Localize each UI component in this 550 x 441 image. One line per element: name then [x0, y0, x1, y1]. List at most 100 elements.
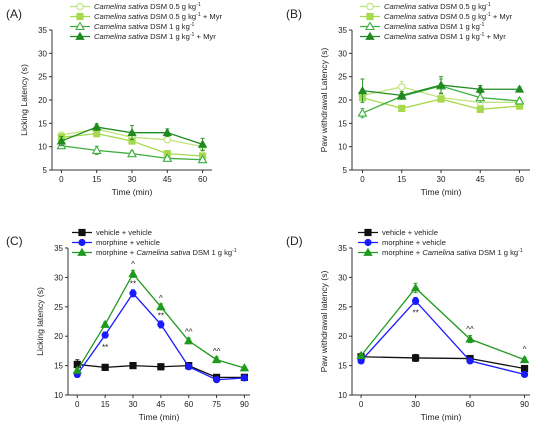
x-tick-label: 45 [476, 175, 485, 184]
x-tick-label: 0 [75, 400, 80, 409]
y-tick-label: 35 [338, 244, 347, 253]
series-3 [72, 269, 250, 374]
y-tick-label: 25 [338, 73, 347, 82]
x-tick-label: 0 [359, 400, 364, 409]
panel-4: (D) 10 15 20 25 30 35 0 30 60 90 Time (min) Paw with… [286, 228, 530, 422]
data-point [520, 370, 529, 379]
legend-label: morphine + Camelina sativa DSM 1 g kg-1 [96, 248, 237, 257]
x-axis-label: Time (min) [139, 412, 180, 422]
legend-marker [75, 21, 85, 31]
legend-label: Camelina sativa DSM 1 g kg-1 + Myr [94, 32, 216, 41]
significance-mark: ^^ [185, 327, 193, 336]
y-tick-label: 15 [54, 362, 63, 371]
legend-marker [366, 12, 374, 21]
data-point [240, 374, 249, 382]
x-tick-label: 15 [92, 175, 101, 184]
data-point [127, 127, 137, 137]
data-point [357, 85, 368, 95]
y-tick-label: 35 [338, 26, 347, 35]
data-point [398, 104, 406, 112]
data-point [475, 92, 486, 102]
y-tick-label: 20 [38, 96, 47, 105]
legend-label: Camelina sativa DSM 0.5 g kg-1 + Myr [94, 12, 223, 21]
data-point [92, 122, 102, 131]
x-tick-label: 90 [520, 400, 529, 409]
series-4 [357, 76, 525, 103]
data-point [357, 107, 368, 117]
series-line [360, 299, 525, 376]
panel-label: (D) [286, 234, 303, 248]
significance-mark: ^ [131, 260, 135, 269]
data-point [101, 331, 109, 339]
x-tick-label: 45 [163, 175, 172, 184]
y-axis-label: Paw withdrawal latency (s) [319, 271, 329, 373]
legend-label: morphine + vehicle [382, 238, 446, 247]
y-tick-label: 10 [38, 143, 47, 152]
data-point [436, 80, 446, 89]
series-2 [357, 296, 529, 379]
x-tick-label: 60 [515, 175, 524, 184]
data-point [93, 129, 101, 138]
data-point [514, 95, 525, 105]
x-tick-label: 90 [240, 400, 249, 409]
data-point [397, 83, 406, 91]
legend-marker [76, 12, 84, 21]
y-tick-label: 30 [338, 273, 347, 282]
data-point [91, 145, 102, 154]
data-point [101, 363, 109, 371]
data-point [184, 336, 194, 345]
y-axis-label: Licking latency (s) [35, 287, 45, 356]
data-point [162, 127, 172, 137]
legend-label: Camelina sativa DSM 1 g kg-1 [384, 22, 485, 31]
legend: Camelina sativa DSM 0.5 g kg-1 Camelina s… [360, 2, 513, 41]
y-tick-label: 5 [43, 166, 48, 175]
x-tick-label: 75 [212, 400, 221, 409]
panel-label: (B) [286, 7, 302, 21]
significance-mark: ** [412, 309, 418, 318]
y-tick-label: 20 [338, 332, 347, 341]
series-4 [56, 122, 208, 151]
legend-marker [76, 2, 84, 11]
series-2 [73, 289, 249, 384]
data-point [239, 363, 250, 372]
series-line [360, 287, 525, 361]
legend-label: vehicle + vehicle [96, 228, 152, 237]
data-point [156, 301, 166, 311]
y-tick-label: 25 [338, 303, 347, 312]
data-point [56, 136, 67, 145]
data-point [157, 320, 165, 329]
x-tick-label: 60 [184, 400, 193, 409]
data-point [411, 297, 420, 305]
y-tick-label: 25 [38, 73, 47, 82]
data-point [157, 363, 165, 371]
data-point [185, 363, 193, 371]
y-tick-label: 15 [338, 119, 347, 128]
data-point [466, 357, 474, 365]
y-tick-label: 5 [343, 166, 348, 175]
legend-marker [78, 228, 86, 237]
y-axis-label: Licking Latency (s) [19, 64, 29, 136]
legend-label: Camelina sativa DSM 0.5 g kg-1 [384, 2, 491, 11]
legend-marker [77, 247, 87, 256]
data-point [411, 354, 420, 362]
x-tick-label: 0 [360, 175, 365, 184]
data-point [410, 283, 421, 292]
y-tick-label: 10 [338, 143, 347, 152]
y-tick-label: 20 [54, 332, 63, 341]
x-tick-label: 30 [437, 175, 446, 184]
legend-marker [78, 238, 86, 247]
panel-2: (B) 5 10 15 20 25 30 35 0 15 30 45 60 Time (min) Paw w… [286, 2, 530, 197]
significance-mark: ^ [523, 345, 527, 354]
data-point [128, 269, 138, 278]
y-tick-label: 30 [38, 49, 47, 58]
y-tick-label: 30 [338, 49, 347, 58]
legend-label: morphine + Camelina sativa DSM 1 g kg-1 [382, 248, 523, 257]
y-tick-label: 20 [338, 96, 347, 105]
y-tick-label: 10 [54, 391, 63, 400]
legend-label: morphine + vehicle [96, 238, 160, 247]
y-tick-label: 35 [38, 26, 47, 35]
